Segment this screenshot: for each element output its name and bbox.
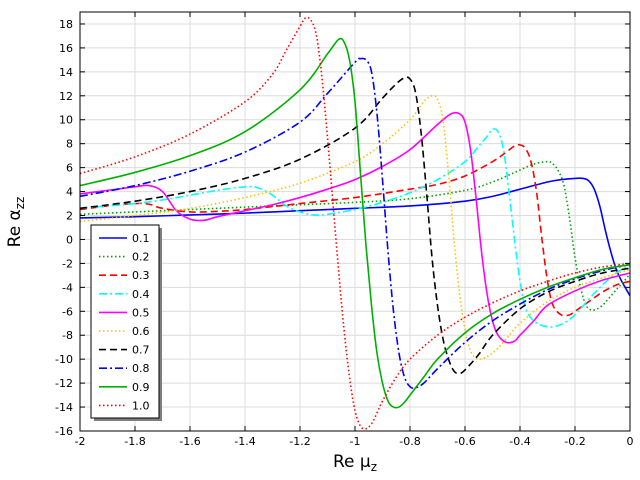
series-curves: [80, 16, 630, 430]
legend-label: 0.3: [132, 269, 150, 282]
x-axis-title: Re μz: [333, 452, 377, 474]
legend-label: 0.5: [132, 306, 150, 319]
y-tick-label: 10: [59, 114, 73, 127]
legend-label: 0.8: [132, 362, 150, 375]
y-tick-label: -2: [62, 257, 73, 270]
legend-label: 0.9: [132, 381, 150, 394]
x-tick-label: -0.2: [564, 435, 585, 448]
x-tick-label: 0: [627, 435, 634, 448]
series-line-0.3: [80, 143, 630, 317]
x-tick-label: -1.6: [179, 435, 200, 448]
y-tick-label: -4: [62, 281, 73, 294]
series-line-0.4: [80, 128, 630, 328]
x-tick-label: -0.6: [454, 435, 475, 448]
y-tick-label: 6: [66, 162, 73, 175]
y-tick-label: 12: [59, 90, 73, 103]
y-axis-title: Re αzz: [5, 197, 27, 248]
legend-label: 0.2: [132, 251, 150, 264]
y-tick-label: 4: [66, 186, 73, 199]
series-line-0.2: [80, 160, 630, 312]
legend-label: 0.1: [132, 232, 150, 245]
x-tick-label: -0.4: [509, 435, 530, 448]
y-tick-label: 2: [66, 210, 73, 223]
y-tick-label: 0: [66, 233, 73, 246]
series-line-0.9: [80, 37, 630, 409]
y-tick-label: 8: [66, 138, 73, 151]
x-tick-label: -1.8: [124, 435, 145, 448]
y-tick-label: -8: [62, 329, 73, 342]
legend-label: 1.0: [132, 399, 150, 412]
legend-label: 0.6: [132, 325, 150, 338]
legend-box: [90, 224, 160, 419]
y-tick-label: 16: [59, 42, 73, 55]
y-tick-label: -12: [55, 377, 73, 390]
legend: 0.1 0.2 0.3 0.4 0.5 0.6 0.7 0.8 0.9 1.0: [90, 224, 162, 421]
y-tick-label: -14: [55, 401, 73, 414]
y-tick-label: 18: [59, 18, 73, 31]
x-tick-label: -2: [75, 435, 86, 448]
x-tick-label: -1.2: [289, 435, 310, 448]
series-line-0.8: [80, 57, 630, 390]
y-tick-label: 14: [59, 66, 73, 79]
x-tick-label: -1: [350, 435, 361, 448]
legend-label: 0.4: [132, 288, 150, 301]
series-line-0.5: [80, 111, 630, 344]
legend-label: 0.7: [132, 344, 150, 357]
y-tick-label: -10: [55, 353, 73, 366]
y-tick-label: -6: [62, 305, 73, 318]
ticks: -2 -1.8 -1.6 -1.4 -1.2 -1 -0.8 -0.6 -0.4 -0.2 0 -16…: [55, 12, 634, 448]
y-tick-label: -16: [55, 425, 73, 438]
x-tick-label: -1.4: [234, 435, 255, 448]
series-line-0.7: [80, 76, 630, 375]
series-line-0.1: [80, 177, 630, 297]
x-tick-label: -0.8: [399, 435, 420, 448]
